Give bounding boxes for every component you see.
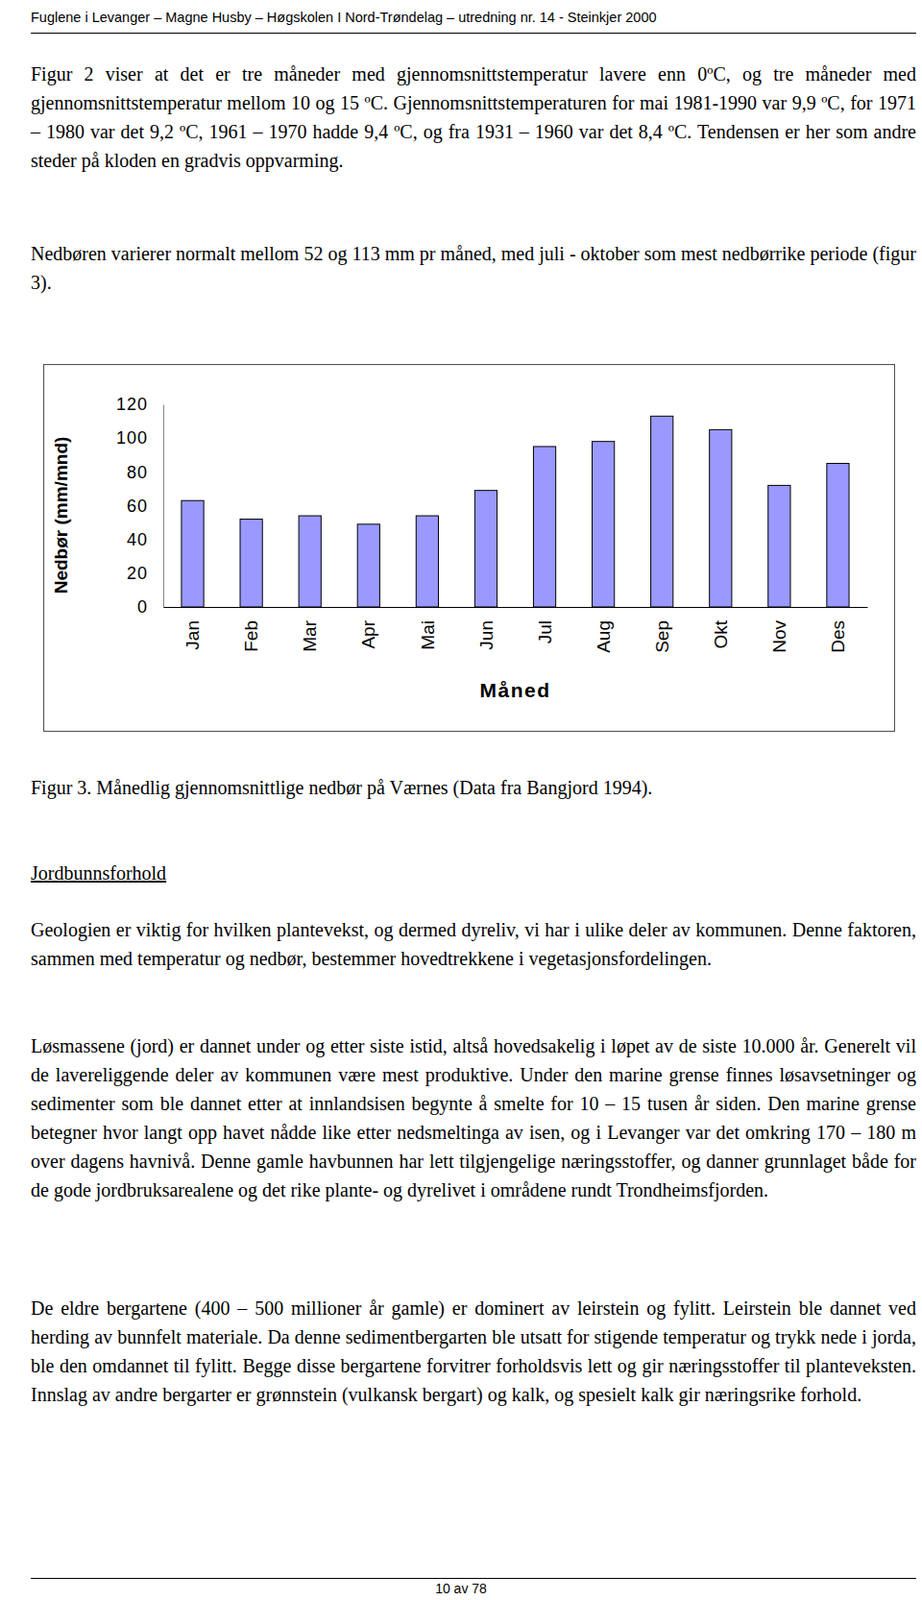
axis-line	[164, 606, 869, 608]
chart-frame	[44, 364, 896, 732]
tick: Aug	[593, 606, 614, 654]
bar	[357, 524, 380, 607]
tick: 80	[126, 462, 164, 483]
tick-label: Nov	[769, 620, 790, 654]
tick-label: 60	[126, 496, 148, 516]
axis-title: Nedbør (mm/mnd)	[50, 436, 72, 595]
tick: 40	[126, 530, 164, 550]
chart: 0 20 40 60 80 100 120 Jan Feb Mar Apr Mai Jun Jul Aug S…	[43, 363, 896, 732]
running-header: Fuglene i Levanger – Magne Husby – Høgsk…	[30, 9, 657, 25]
tick: Jan	[182, 606, 203, 651]
tick-label: 0	[137, 597, 148, 617]
tick-label: 100	[116, 428, 148, 448]
paragraph: Nedbøren varierer normalt mellom 52 og 1…	[30, 239, 917, 297]
bars	[181, 415, 850, 607]
tick-label: 20	[126, 563, 148, 583]
tick-label: Apr	[358, 619, 379, 649]
tick-label: Mai	[417, 620, 438, 651]
rule	[30, 32, 917, 34]
paragraph: Figur 2 viser at det er tre måneder med …	[30, 59, 917, 175]
tick: Nov	[769, 606, 790, 654]
tick-label: 120	[116, 394, 148, 414]
bar	[415, 515, 438, 607]
tick-label: Feb	[241, 620, 262, 653]
tick: Sep	[652, 606, 673, 654]
bar	[709, 429, 732, 607]
bar	[826, 463, 850, 607]
tick-label: Jan	[182, 620, 203, 651]
bar	[533, 446, 556, 607]
tick: Mai	[417, 606, 438, 651]
tick-label: 40	[126, 530, 148, 550]
tick-label: Okt	[710, 619, 731, 649]
paragraph: De eldre bergartene (400 – 500 millioner…	[30, 1293, 917, 1409]
tick-label: Jul	[534, 620, 556, 644]
tick: Des	[827, 606, 849, 654]
page-number: 10 av 78	[0, 1580, 922, 1597]
bar	[768, 485, 791, 607]
tick: 60	[126, 496, 164, 516]
tick: 20	[126, 563, 164, 583]
y-axis: 0 20 40 60 80 100 120	[116, 394, 165, 617]
tick: Feb	[241, 606, 262, 653]
tick: Apr	[358, 606, 379, 650]
tick-label: Sep	[652, 620, 673, 654]
bar	[474, 490, 497, 607]
tick-label: Aug	[593, 620, 614, 654]
bar	[298, 515, 321, 607]
tick: Jul	[534, 606, 556, 644]
tick-label: 80	[126, 462, 148, 483]
bar	[240, 519, 263, 607]
bar	[651, 415, 674, 607]
tick: Mar	[299, 606, 320, 653]
paragraph: Løsmassene (jord) er dannet under og ett…	[30, 1031, 917, 1205]
paragraph: Geologien er viktig for hvilken planteve…	[30, 915, 917, 973]
axis-title: Måned	[479, 679, 551, 702]
tick-label: Jun	[476, 620, 497, 651]
figure-caption: Figur 3. Månedlig gjennomsnittlige nedbø…	[30, 773, 917, 802]
tick: 0	[137, 597, 164, 617]
rule	[30, 1577, 917, 1579]
axis-line	[163, 405, 165, 608]
section-heading: Jordbunnsforhold	[30, 858, 167, 888]
tick: Jun	[476, 606, 497, 651]
tick: Okt	[710, 606, 731, 650]
x-axis: Jan Feb Mar Apr Mai Jun Jul Aug Sep Okt Nov Des	[164, 606, 869, 654]
tick: 100	[116, 428, 164, 448]
tick-label: Mar	[299, 619, 320, 652]
bar	[592, 441, 615, 607]
tick-label: Des	[827, 620, 849, 654]
tick: 120	[116, 394, 164, 414]
bar	[181, 500, 204, 607]
